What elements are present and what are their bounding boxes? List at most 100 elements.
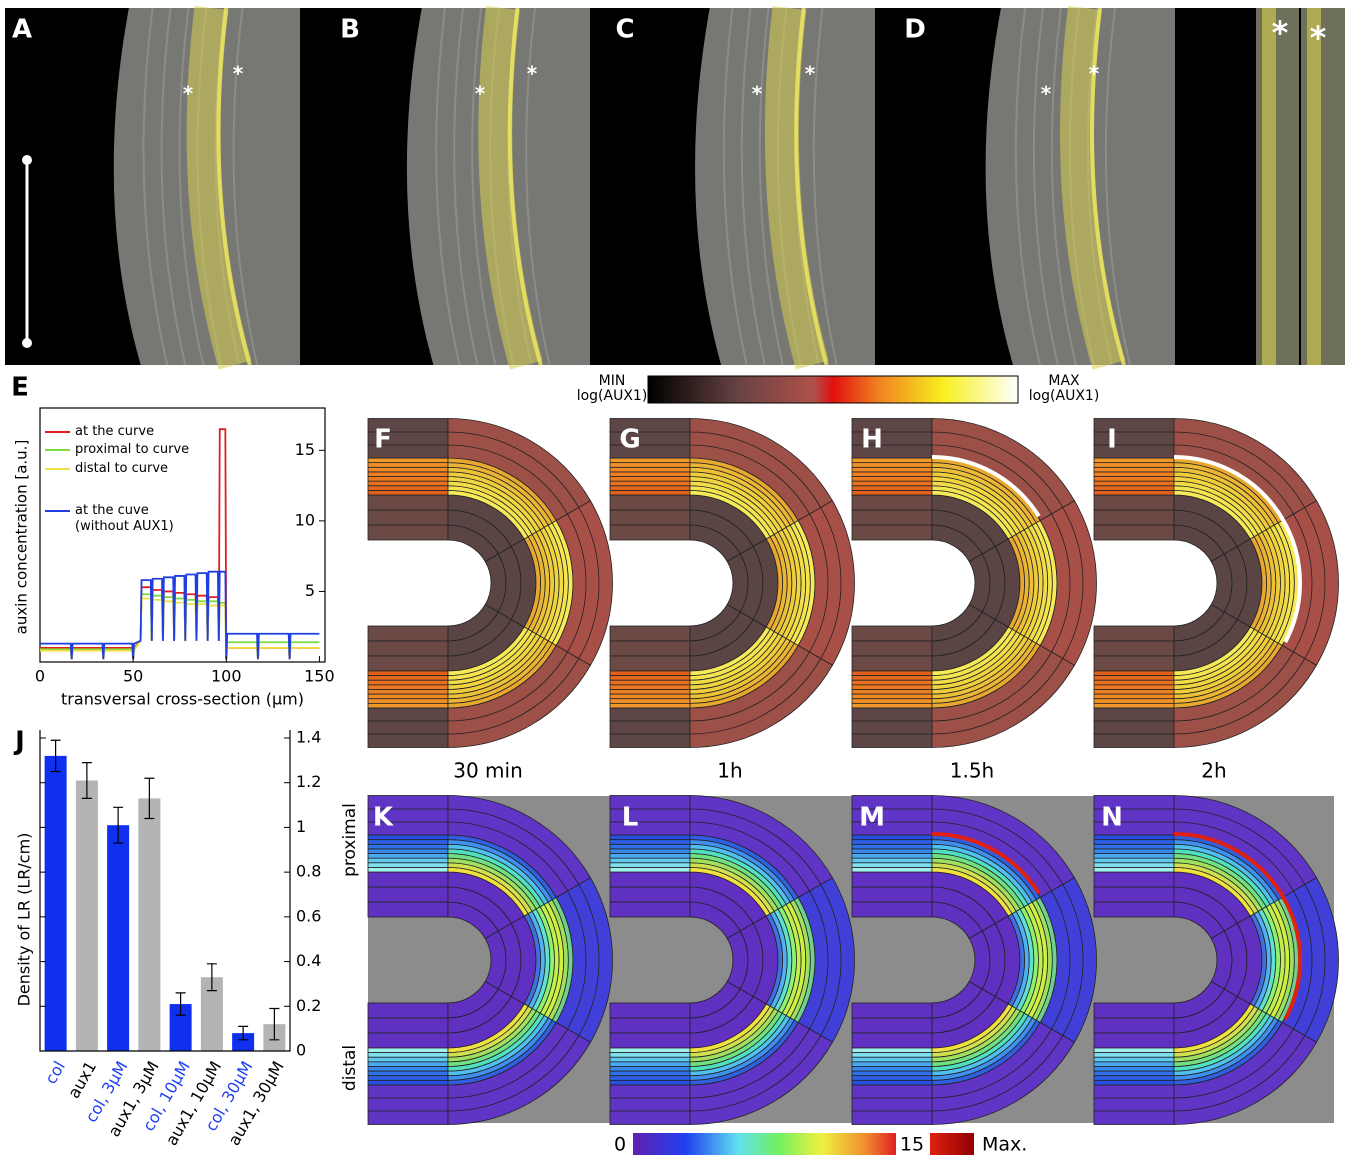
panel-label: I [1107, 425, 1117, 455]
cell-layer [610, 671, 690, 676]
cell-layer [610, 1071, 690, 1076]
cell-layer [368, 867, 448, 872]
cell-layer [610, 641, 690, 656]
panel-label: J [13, 727, 25, 757]
cell-layer [852, 1098, 932, 1112]
scale-bar-end [22, 155, 32, 165]
cell-layer [1094, 481, 1174, 486]
cell-layer [368, 486, 448, 491]
cell-layer [368, 467, 448, 472]
cell-layer [852, 1067, 932, 1072]
cell-layer [1094, 477, 1174, 482]
data-line [40, 594, 319, 659]
cell-layer [368, 902, 448, 917]
y-tick-label: 5 [305, 581, 315, 600]
cell-layer [610, 1085, 690, 1099]
x-tick-label: 100 [211, 667, 242, 686]
cell-layer [1094, 1018, 1174, 1033]
data-line [40, 599, 319, 660]
panel-label: N [1101, 803, 1123, 833]
colorbar-label: log(AUX1) [1029, 388, 1100, 404]
cell-layer [852, 481, 932, 486]
cell-layer [852, 477, 932, 482]
cell-layer [368, 734, 448, 748]
cell-layer [610, 902, 690, 917]
y-tick-label: 1.4 [296, 728, 321, 747]
cell-layer [852, 467, 932, 472]
cell-layer [610, 685, 690, 690]
asterisk: * [1272, 14, 1289, 52]
y-tick-label: 0.6 [296, 906, 321, 925]
cell-layer [368, 1067, 448, 1072]
time-label: 1h [717, 759, 742, 783]
cell-layer [610, 699, 690, 704]
panel-label: M [859, 803, 885, 833]
cell-layer [852, 1048, 932, 1053]
cell-layer [610, 721, 690, 735]
scale-bar-end [22, 338, 32, 348]
cell-layer [368, 887, 448, 902]
y-tick-label: 0.2 [296, 996, 321, 1015]
cell-layer [368, 656, 448, 671]
cell-layer [852, 863, 932, 868]
cell-layer [852, 1053, 932, 1058]
cell-layer [610, 1062, 690, 1067]
cell-layer [368, 641, 448, 656]
cell-layer [610, 481, 690, 486]
cell-layer [368, 481, 448, 486]
cell-layer [1094, 490, 1174, 495]
cell-layer [610, 680, 690, 685]
cell-layer [852, 1033, 932, 1048]
cell-layer [610, 1076, 690, 1081]
x-tick-label: 50 [123, 667, 143, 686]
cell-layer [368, 680, 448, 685]
cell-layer [1094, 458, 1174, 463]
cell-layer [1094, 495, 1174, 510]
cell-layer [852, 626, 932, 641]
colorbar-label: MAX [1048, 373, 1080, 389]
cell-layer [610, 863, 690, 868]
cell-layer [610, 463, 690, 468]
cell-layer [368, 1111, 448, 1125]
cell-layer [610, 490, 690, 495]
cell-layer [1094, 858, 1174, 863]
cell-layer [1094, 432, 1174, 446]
cell-layer [852, 902, 932, 917]
cell-layer [610, 849, 690, 854]
cell-layer [368, 1018, 448, 1033]
cell-layer [1094, 445, 1174, 459]
cell-layer [1094, 1080, 1174, 1085]
cell-layer [368, 863, 448, 868]
cell-layer [368, 472, 448, 477]
cell-layer [1094, 510, 1174, 525]
asterisk: * [805, 62, 816, 86]
cell-layer [1094, 699, 1174, 704]
cell-layer [852, 844, 932, 849]
cell-layer [368, 872, 448, 887]
cell-layer [368, 849, 448, 854]
cell-layer [1094, 486, 1174, 491]
cell-layer [368, 671, 448, 676]
cell-layer [610, 1098, 690, 1112]
cell-layer [1094, 863, 1174, 868]
cell-layer [610, 477, 690, 482]
cell-layer [610, 694, 690, 699]
cell-layer [368, 708, 448, 722]
cell-layer [852, 458, 932, 463]
colorbar-label: MIN [599, 373, 626, 389]
cell-layer [1094, 680, 1174, 685]
y-tick-label: 0.4 [296, 951, 321, 970]
page: **********30 min1h1.5h2hproximaldistalMI… [0, 0, 1348, 1157]
panel-label: E [11, 373, 29, 403]
cell-layer [1094, 1098, 1174, 1112]
cell-layer [368, 694, 448, 699]
cell-layer [1094, 902, 1174, 917]
cell-layer [1094, 844, 1174, 849]
cell-layer [610, 858, 690, 863]
cell-layer [852, 671, 932, 676]
cell-layer [610, 734, 690, 748]
cell-layer [368, 1080, 448, 1085]
cell-layer [852, 872, 932, 887]
cell-layer [1094, 690, 1174, 695]
cell-layer [610, 472, 690, 477]
